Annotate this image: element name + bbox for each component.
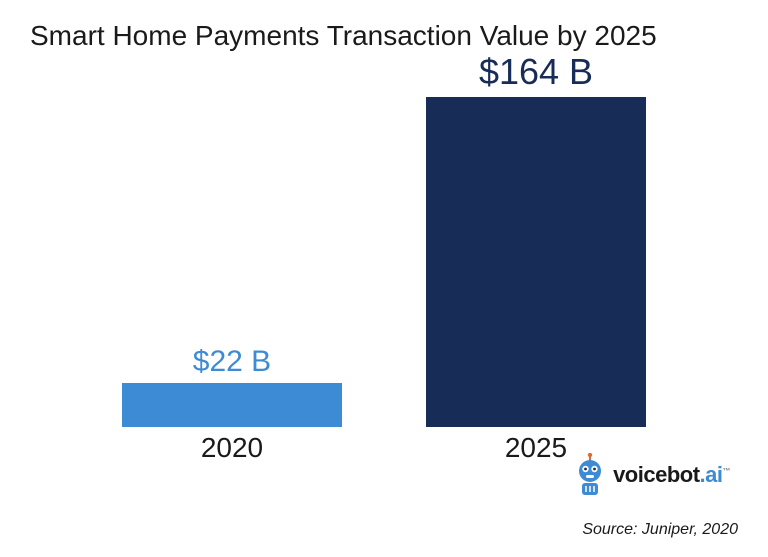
bar-group-2020: $22 B [122,345,342,427]
source-text: Source: Juniper, 2020 [582,521,738,539]
voicebot-logo: voicebot.ai™ [573,453,730,497]
bar-value-2020: $22 B [193,345,271,379]
chart-title: Smart Home Payments Transaction Value by… [30,20,738,52]
logo-text-accent: .ai [700,462,723,487]
logo-tm: ™ [723,467,731,476]
chart-area: $22 B $164 B 2020 2025 [80,100,688,477]
chart-container: Smart Home Payments Transaction Value by… [0,0,768,557]
category-label-2020: 2020 [122,432,342,464]
logo-text: voicebot.ai™ [613,462,730,488]
bars-row: $22 B $164 B [80,100,688,427]
logo-text-main: voicebot [613,462,699,487]
bar-2020 [122,383,342,427]
robot-icon [573,453,607,497]
bar-group-2025: $164 B [426,51,646,427]
bar-value-2025: $164 B [479,51,593,93]
bar-2025 [426,97,646,427]
